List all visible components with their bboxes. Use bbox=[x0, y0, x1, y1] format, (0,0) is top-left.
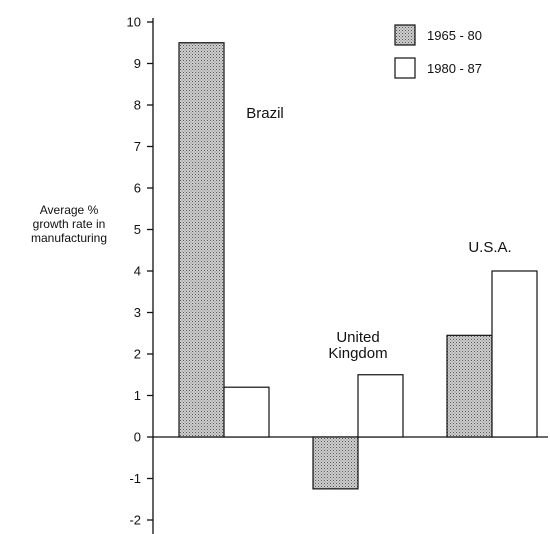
y-tick-label: 5 bbox=[134, 222, 141, 237]
y-tick-label: 3 bbox=[134, 305, 141, 320]
legend: 1965 - 80 1980 - 87 bbox=[394, 24, 482, 79]
y-tick-label: 4 bbox=[134, 264, 141, 279]
y-tick-label: 0 bbox=[134, 430, 141, 445]
y-tick-label: 9 bbox=[134, 56, 141, 71]
y-axis: -2 -1 0 1 2 3 4 5 6 7 8 9 10 bbox=[127, 15, 154, 534]
category-label-3: U.S.A. bbox=[468, 239, 511, 256]
bars bbox=[178, 42, 538, 490]
category-label-line: U.S.A. bbox=[468, 239, 511, 256]
y-axis-label-line: Average % bbox=[40, 203, 99, 217]
bar-brazil-series-1 bbox=[178, 42, 225, 438]
category-label-line: Kingdom bbox=[328, 345, 387, 362]
legend-swatch bbox=[394, 24, 416, 46]
bar-u-s-a-series-2 bbox=[491, 270, 538, 438]
legend-item-2: 1980 - 87 bbox=[394, 57, 482, 79]
bar-u-s-a-series-1 bbox=[446, 334, 493, 438]
y-tick-label: 7 bbox=[134, 139, 141, 154]
y-tick-label: 1 bbox=[134, 388, 141, 403]
bar-brazil-series-2 bbox=[223, 386, 270, 438]
y-tick-label: -1 bbox=[129, 471, 141, 486]
legend-label: 1965 - 80 bbox=[427, 28, 482, 43]
y-axis-label-line: growth rate in bbox=[33, 217, 106, 231]
y-tick-label: 2 bbox=[134, 347, 141, 362]
category-label-1: Brazil bbox=[246, 105, 284, 122]
y-tick-label: -2 bbox=[129, 513, 141, 528]
y-tick-label: 8 bbox=[134, 98, 141, 113]
legend-item-1: 1965 - 80 bbox=[394, 24, 482, 46]
legend-label: 1980 - 87 bbox=[427, 61, 482, 76]
bar-united-kingdom-series-1 bbox=[312, 436, 359, 490]
legend-swatch bbox=[394, 57, 416, 79]
category-label-line: United bbox=[336, 329, 379, 346]
category-label-line: Brazil bbox=[246, 105, 284, 122]
y-tick-label: 6 bbox=[134, 181, 141, 196]
y-tick-label: 10 bbox=[127, 15, 141, 30]
bar-united-kingdom-series-2 bbox=[357, 374, 404, 438]
y-axis-label-line: manufacturing bbox=[31, 231, 107, 245]
